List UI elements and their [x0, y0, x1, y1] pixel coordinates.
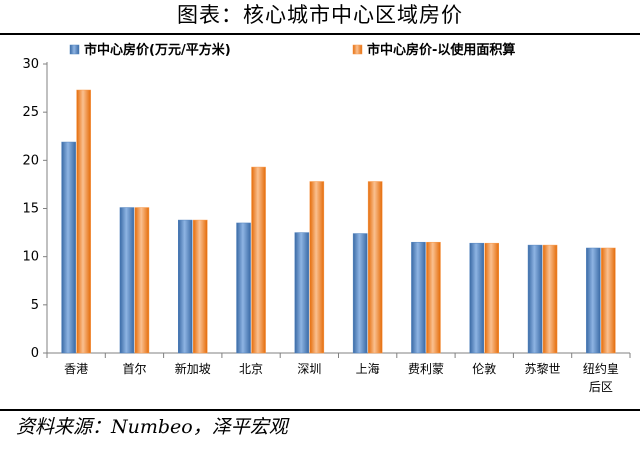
category-label: 苏黎世 [525, 362, 561, 376]
chart-title: 图表：核心城市中心区域房价 [177, 3, 463, 27]
source-note: 资料来源：Numbeo，泽平宏观 [16, 416, 288, 438]
category-label: 纽约皇 [583, 361, 619, 376]
legend-label-1: 市中心房价-以使用面积算 [367, 42, 515, 58]
bar-usable-area-price-6 [426, 241, 441, 354]
bar-city-center-price-4 [294, 232, 310, 354]
legend-swatch-1 [352, 44, 363, 55]
bar-usable-area-price-2 [193, 219, 208, 354]
chart-legend: 市中心房价(万元/平方米) 市中心房价-以使用面积算 [69, 42, 515, 58]
bar-usable-area-price-0 [76, 89, 91, 354]
chart-bars [61, 89, 616, 354]
legend-label-0: 市中心房价(万元/平方米) [84, 42, 231, 58]
category-label: 北京 [239, 362, 263, 376]
category-label: 伦敦 [472, 361, 496, 376]
bar-usable-area-price-9 [601, 247, 616, 354]
category-label: 深圳 [297, 362, 321, 376]
category-label: 首尔 [122, 361, 146, 376]
bar-chart: 市中心房价(万元/平方米) 市中心房价-以使用面积算 0 5 10 15 20 25 30 香… [22, 42, 631, 394]
source-divider [0, 409, 640, 411]
legend-swatch-0 [69, 44, 80, 55]
bar-city-center-price-7 [469, 242, 484, 354]
title-divider [0, 33, 640, 35]
category-label: 新加坡 [175, 361, 211, 376]
bar-city-center-price-1 [119, 207, 135, 354]
bar-city-center-price-0 [61, 141, 76, 354]
bar-city-center-price-5 [352, 233, 368, 354]
category-label: 后区 [589, 380, 613, 394]
bar-usable-area-price-8 [542, 244, 558, 354]
bar-city-center-price-9 [586, 247, 601, 354]
y-tick-label: 0 [31, 346, 39, 361]
category-label: 香港 [64, 362, 88, 376]
bar-usable-area-price-1 [134, 207, 150, 354]
y-tick-label: 30 [22, 57, 39, 72]
y-tick-label: 5 [31, 298, 39, 313]
y-tick-label: 15 [22, 202, 39, 217]
bar-city-center-price-8 [527, 244, 543, 354]
category-label: 费利蒙 [408, 362, 444, 376]
bar-city-center-price-3 [236, 222, 251, 354]
category-label: 上海 [356, 361, 380, 376]
y-tick-label: 25 [22, 105, 39, 120]
bar-usable-area-price-3 [251, 166, 266, 354]
bar-usable-area-price-7 [484, 242, 499, 354]
y-tick-label: 20 [22, 153, 39, 168]
bar-city-center-price-2 [178, 219, 193, 354]
y-tick-label: 10 [22, 250, 39, 265]
bar-usable-area-price-4 [309, 181, 325, 354]
bar-city-center-price-6 [411, 241, 426, 354]
bar-usable-area-price-5 [367, 181, 383, 354]
